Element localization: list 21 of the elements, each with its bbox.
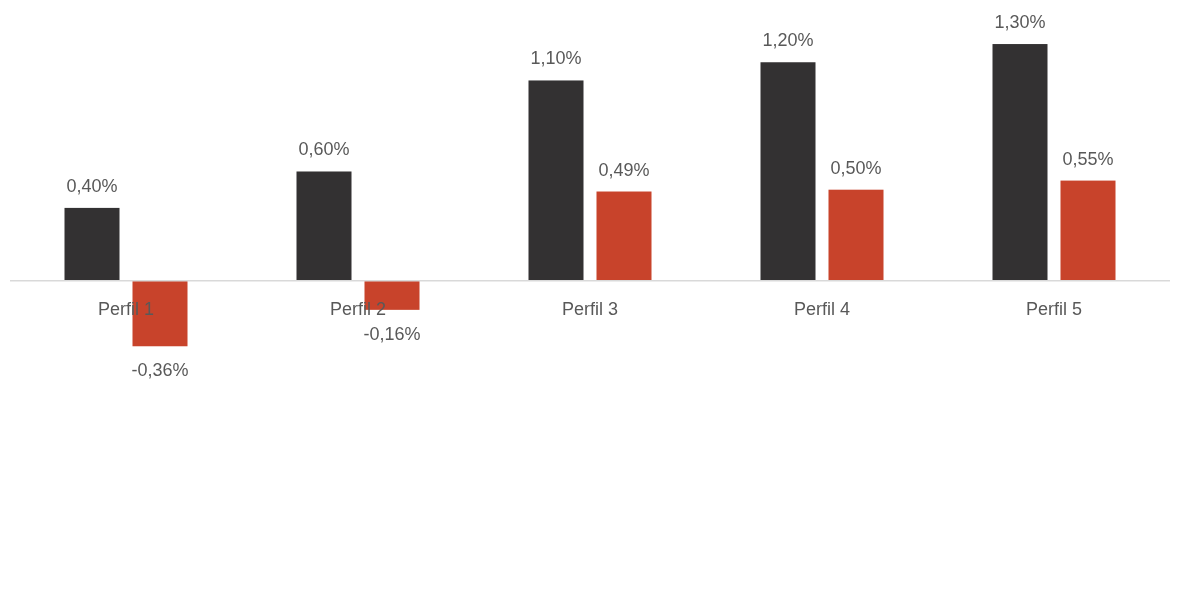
bar xyxy=(828,189,884,281)
data-label: 0,50% xyxy=(830,157,882,178)
x-tick-label: Perfil 4 xyxy=(793,298,851,319)
data-label: 1,30% xyxy=(994,12,1046,33)
x-tick-label: Perfil 5 xyxy=(1025,298,1083,319)
data-label: 1,10% xyxy=(530,48,582,69)
data-label: -0,16% xyxy=(363,323,421,344)
data-label: 0,60% xyxy=(298,139,350,160)
data-label: 1,20% xyxy=(762,30,814,51)
bar xyxy=(992,44,1048,281)
x-tick-label: Perfil 3 xyxy=(561,298,619,319)
data-label: 0,40% xyxy=(66,175,118,196)
data-label: 0,49% xyxy=(598,159,650,180)
bar xyxy=(1060,180,1116,281)
bar xyxy=(528,80,584,281)
bar xyxy=(760,62,816,281)
bar xyxy=(596,191,652,281)
data-label: -0,36% xyxy=(131,360,189,381)
bar xyxy=(296,171,352,281)
bar xyxy=(64,207,120,281)
data-label: 0,55% xyxy=(1062,148,1114,169)
